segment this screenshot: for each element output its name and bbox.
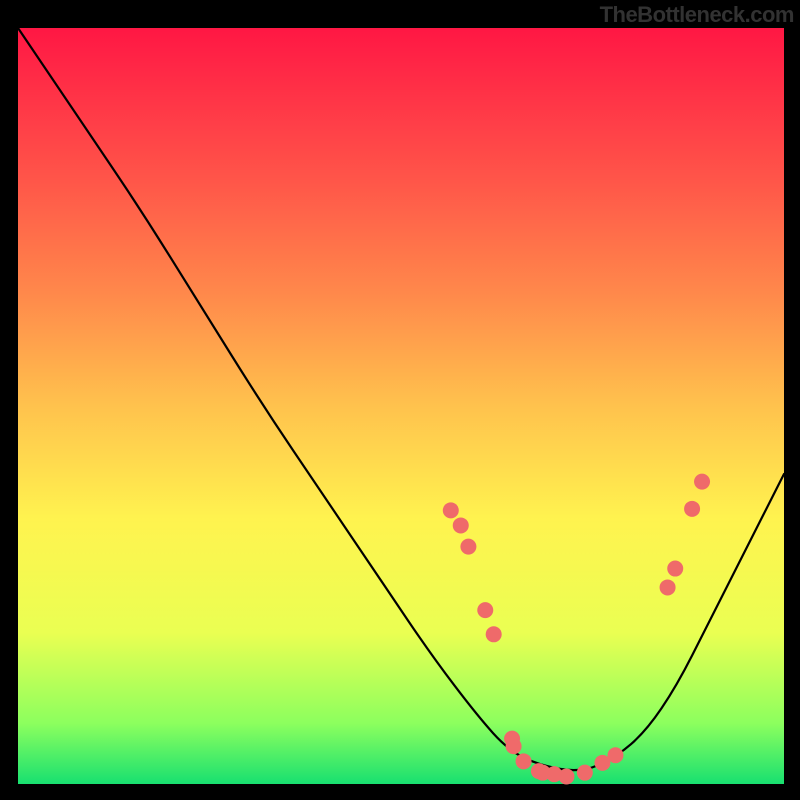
- chart-stage: TheBottleneck.com: [0, 0, 800, 800]
- watermark-text: TheBottleneck.com: [594, 0, 800, 30]
- marker-point: [577, 765, 593, 781]
- marker-point: [443, 502, 459, 518]
- marker-point: [660, 579, 676, 595]
- marker-point: [477, 602, 493, 618]
- marker-point: [667, 561, 683, 577]
- marker-point: [506, 738, 522, 754]
- marker-point: [516, 753, 532, 769]
- v-curve-chart: [0, 0, 800, 800]
- marker-point: [684, 501, 700, 517]
- marker-point: [453, 517, 469, 533]
- marker-point: [607, 747, 623, 763]
- plot-background: [18, 28, 784, 784]
- marker-point: [558, 768, 574, 784]
- marker-point: [486, 626, 502, 642]
- marker-point: [460, 539, 476, 555]
- marker-point: [694, 474, 710, 490]
